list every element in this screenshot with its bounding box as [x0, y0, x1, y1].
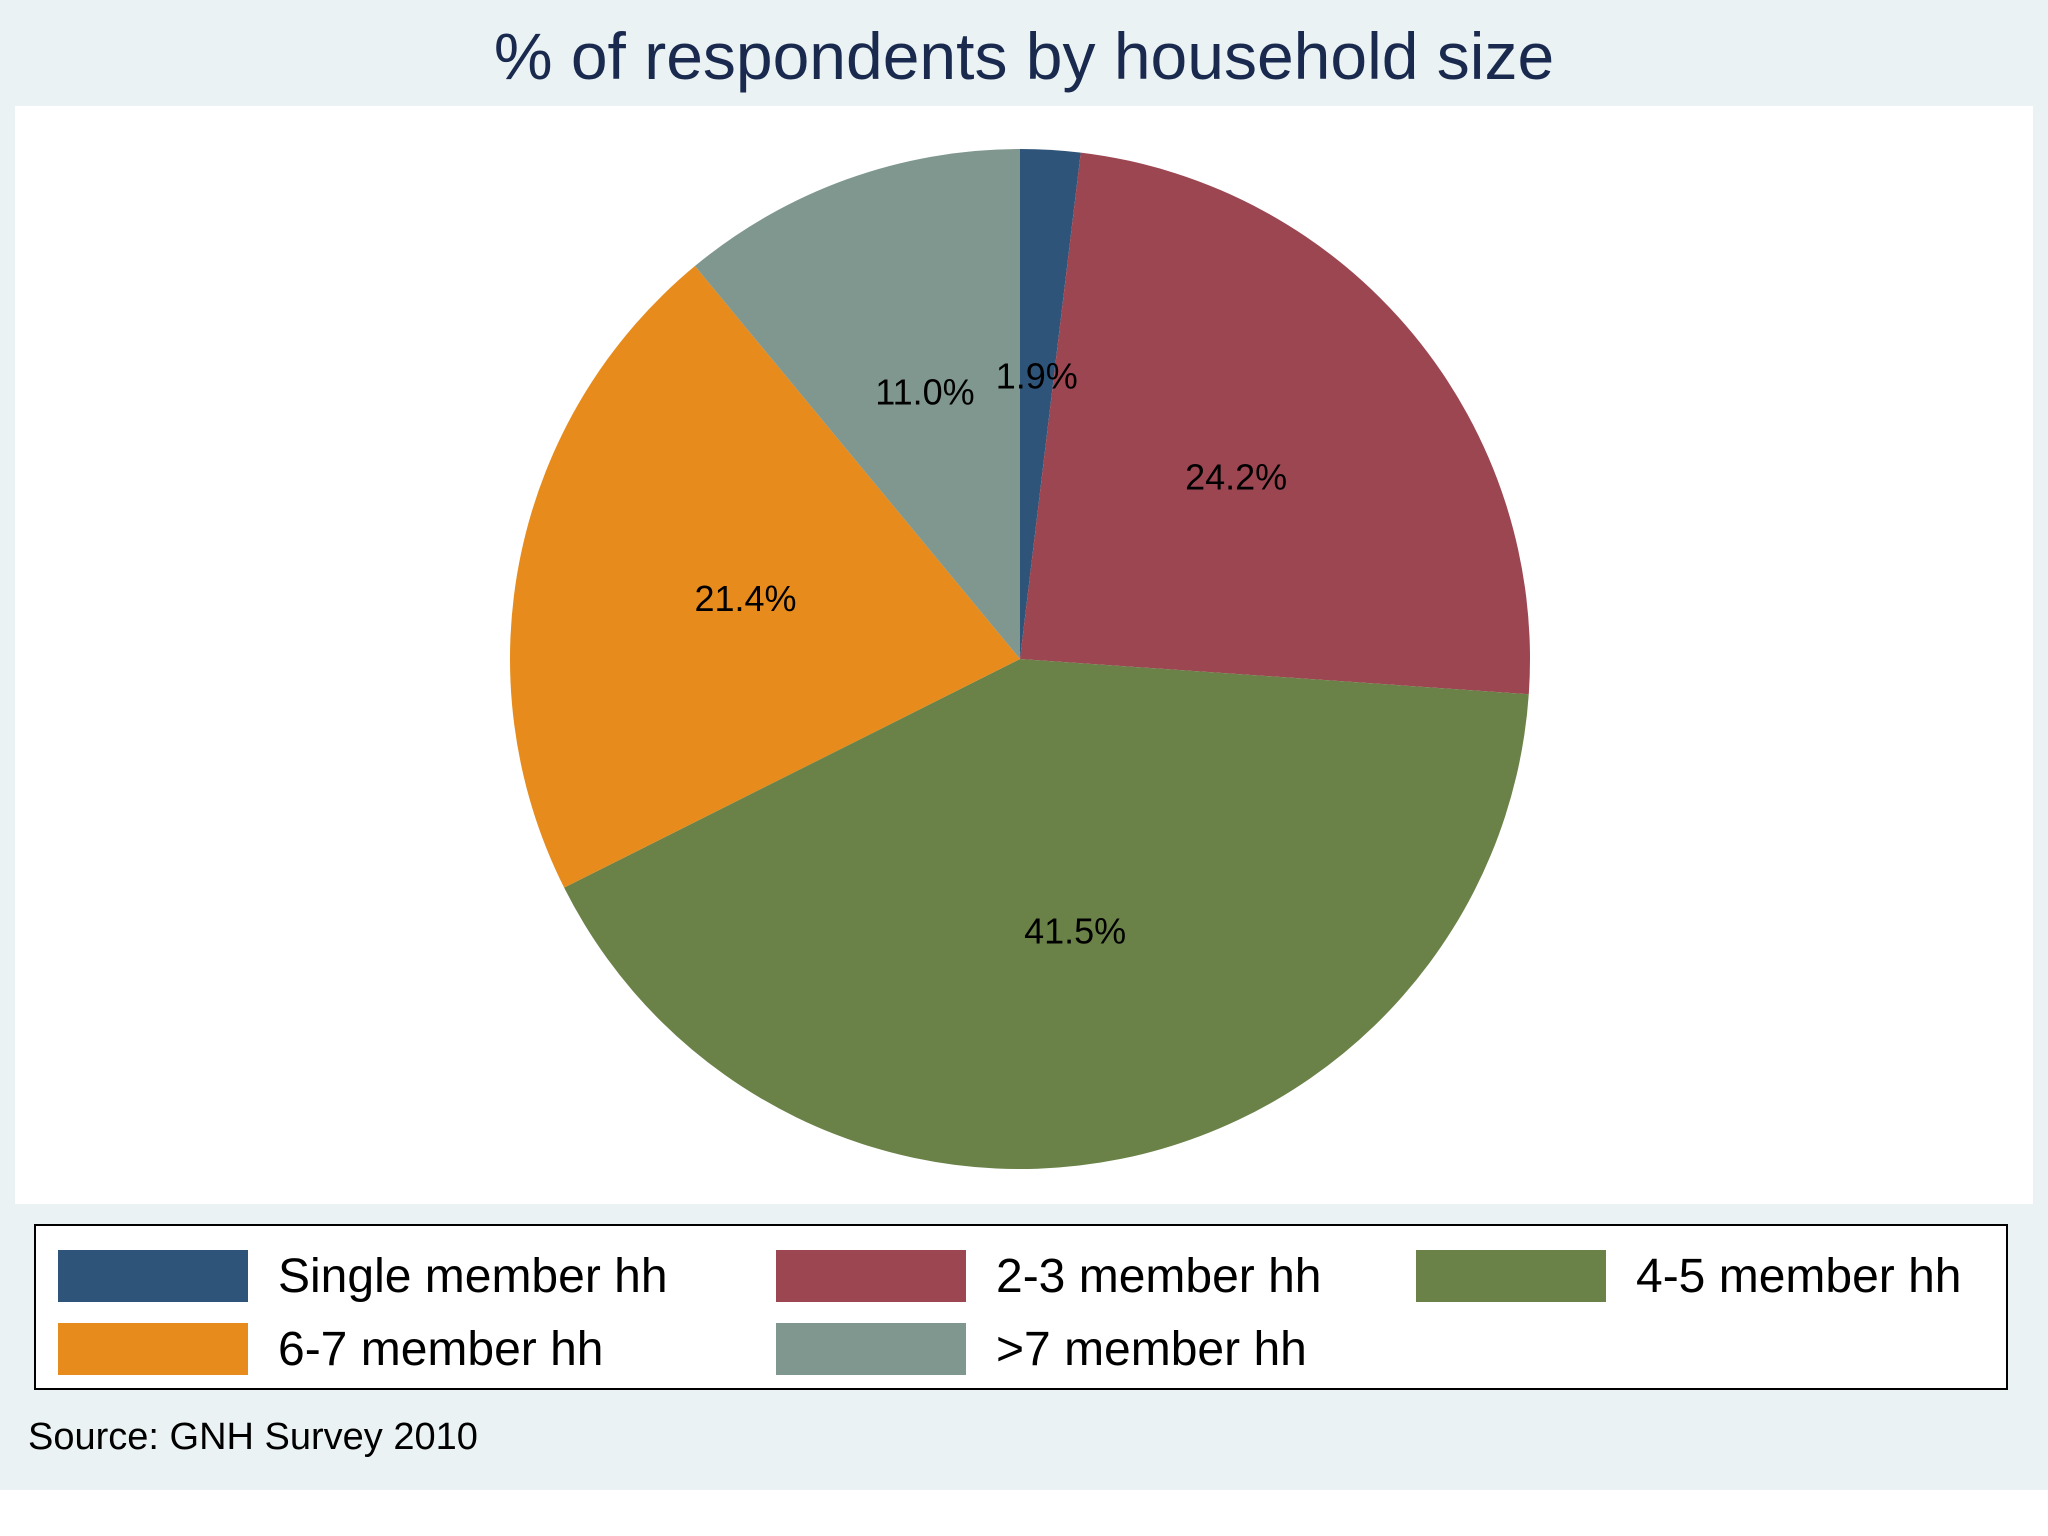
legend-label: 6-7 member hh — [278, 1322, 604, 1376]
legend-item-2: 4-5 member hh — [1416, 1248, 1961, 1304]
pie-slice-0 — [1020, 149, 1081, 659]
legend-label: >7 member hh — [996, 1322, 1307, 1376]
plot-area: 1.9% 24.2% 41.5% 21.4% 11.0% — [15, 106, 2033, 1204]
pie-slice-1 — [1020, 152, 1530, 695]
legend-label: 4-5 member hh — [1636, 1249, 1962, 1303]
pie-chart: 1.9% 24.2% 41.5% 21.4% 11.0% — [510, 149, 1530, 1170]
legend-swatch — [776, 1250, 966, 1302]
slice-value-label-0: 1.9% — [996, 356, 1078, 397]
chart-frame: % of respondents by household size 1.9% 2… — [0, 0, 2048, 1490]
pie-slice-4 — [694, 149, 1020, 659]
legend-label: 2-3 member hh — [996, 1249, 1322, 1303]
legend-item-4: >7 member hh — [776, 1321, 1307, 1377]
legend-label: Single member hh — [278, 1249, 668, 1303]
legend-swatch — [776, 1323, 966, 1375]
legend-item-3: 6-7 member hh — [58, 1321, 603, 1377]
legend-swatch — [1416, 1250, 1606, 1302]
legend-item-0: Single member hh — [58, 1248, 668, 1304]
pie-slice-2 — [564, 659, 1529, 1170]
chart-title: % of respondents by household size — [493, 19, 1555, 93]
source-note: Source: GNH Survey 2010 — [28, 1416, 478, 1458]
slice-value-label-1: 24.2% — [1185, 457, 1287, 498]
slice-value-label-4: 11.0% — [875, 372, 974, 413]
legend-item-1: 2-3 member hh — [776, 1248, 1321, 1304]
legend: Single member hh 2-3 member hh 4-5 member … — [34, 1224, 2008, 1390]
pie-slice-3 — [510, 266, 1020, 888]
slice-value-label-3: 21.4% — [694, 578, 796, 619]
slice-value-label-2: 41.5% — [1024, 911, 1126, 952]
legend-swatch — [58, 1323, 248, 1375]
legend-swatch — [58, 1250, 248, 1302]
